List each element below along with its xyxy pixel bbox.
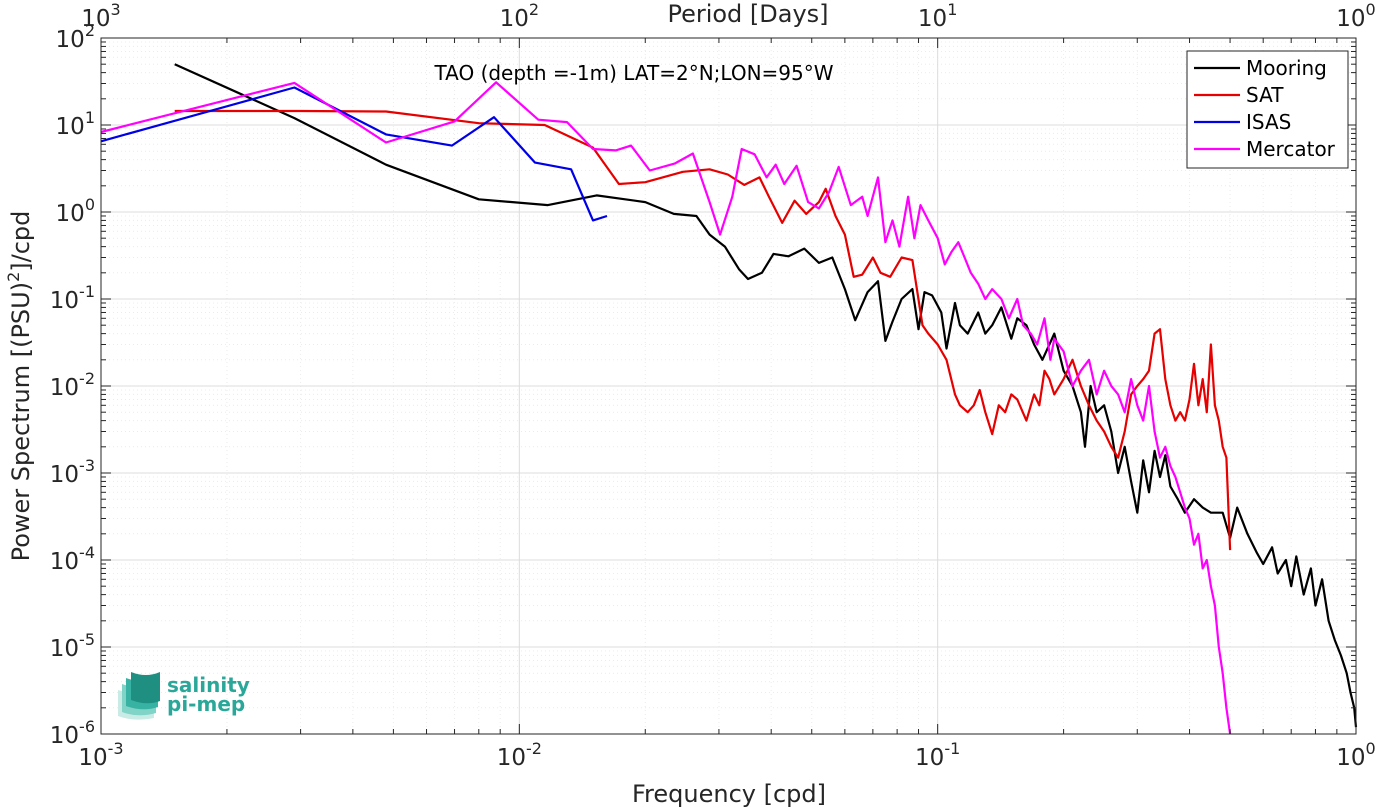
x-tick-label: 100 <box>1336 739 1375 771</box>
y-tick-label: 10-1 <box>50 282 95 314</box>
legend-items: Mooring SAT ISAS Mercator <box>1194 56 1336 161</box>
logo-waves-icon <box>118 672 160 720</box>
top-tick-label: 102 <box>500 0 539 32</box>
logo-text-salinity: salinity <box>167 673 250 697</box>
y-axis-label-main: Power Spectrum [(PSU) <box>7 282 35 561</box>
y-tick-labels: 102 101 100 10-1 10-2 10-3 10-4 10-5 10-6 <box>50 21 95 749</box>
series-line-mooring <box>174 63 1358 728</box>
x-axis-label: Frequency [cpd] <box>632 780 826 808</box>
top-period-tick-labels: 103 102 101 100 <box>81 0 1375 32</box>
legend-label-isas: ISAS <box>1246 110 1291 134</box>
logo-text-pi-mep: pi-mep <box>167 692 245 716</box>
top-tick-label: 103 <box>81 0 120 32</box>
x-tick-label: 10-2 <box>497 739 542 771</box>
y-axis-label-superscript: 2 <box>4 272 23 282</box>
y-tick-label: 102 <box>56 21 95 53</box>
y-tick-label: 100 <box>56 195 95 227</box>
chart-title: TAO (depth =-1m) LAT=2°N;LON=95°W <box>433 61 833 85</box>
y-tick-label: 10-6 <box>50 717 95 749</box>
y-tick-label: 10-2 <box>50 369 95 401</box>
top-axis-label: Period [Days] <box>667 0 828 28</box>
y-axis-label: Power Spectrum [(PSU)2]/cpd <box>4 211 35 562</box>
legend-label-mooring: Mooring <box>1246 56 1327 80</box>
y-tick-label: 10-4 <box>50 543 95 575</box>
top-tick-label: 101 <box>918 0 957 32</box>
x-tick-labels: 10-3 10-2 10-1 100 <box>78 739 1375 771</box>
series-line-mercator <box>100 81 1232 735</box>
legend-label-mercator: Mercator <box>1246 137 1336 161</box>
tick-marks <box>100 37 1357 735</box>
legend: Mooring SAT ISAS Mercator <box>1186 50 1349 169</box>
series-layer <box>100 63 1358 735</box>
y-tick-label: 101 <box>56 108 95 140</box>
y-axis-label-tail: ]/cpd <box>7 211 35 272</box>
legend-label-sat: SAT <box>1246 83 1284 107</box>
series-line-sat <box>174 109 1232 551</box>
x-tick-label: 10-1 <box>915 739 960 771</box>
top-tick-label: 100 <box>1336 0 1375 32</box>
y-tick-label: 10-3 <box>50 456 95 488</box>
y-tick-label: 10-5 <box>50 630 95 662</box>
salinity-pi-mep-logo: salinity pi-mep <box>118 672 250 720</box>
x-tick-label: 10-3 <box>78 739 123 771</box>
